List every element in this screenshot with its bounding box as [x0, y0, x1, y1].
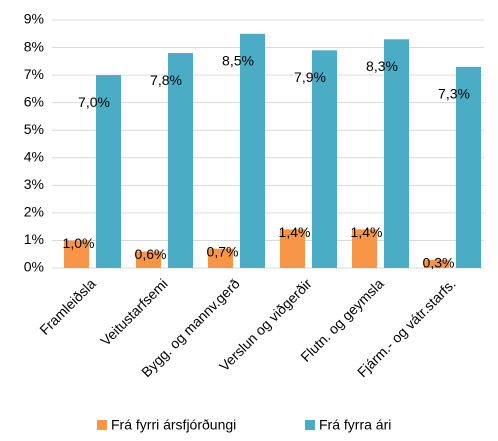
bar: [136, 251, 161, 268]
bar: [96, 75, 121, 268]
legend-label: Frá fyrra ári: [319, 417, 391, 433]
y-tick-label: 5%: [24, 121, 44, 137]
data-label: 1,4%: [351, 224, 383, 240]
bar: [424, 259, 449, 268]
data-label: 0,3%: [423, 254, 455, 270]
y-tick-label: 4%: [24, 148, 44, 164]
bar: [208, 248, 233, 268]
y-tick-label: 0%: [24, 259, 44, 275]
bar: [384, 39, 409, 269]
y-tick-label: 3%: [24, 176, 44, 192]
legend-swatch: [305, 420, 315, 430]
bar: [280, 229, 305, 268]
y-tick-label: 2%: [24, 204, 44, 220]
data-label: 7,0%: [78, 94, 110, 110]
data-label: 7,9%: [294, 69, 326, 85]
data-label: 1,0%: [63, 235, 95, 251]
y-tick-label: 1%: [24, 231, 44, 247]
bar: [312, 50, 337, 268]
data-label: 0,6%: [135, 246, 167, 262]
bar: [352, 229, 377, 268]
data-label: 1,4%: [279, 224, 311, 240]
bar: [456, 66, 481, 268]
legend-swatch: [97, 420, 107, 430]
data-label: 7,3%: [438, 86, 470, 102]
y-tick-label: 6%: [24, 93, 44, 109]
legend-label: Frá fyrri ársfjórðungi: [111, 417, 236, 433]
bar: [240, 33, 265, 269]
data-label: 8,5%: [222, 52, 254, 68]
data-label: 0,7%: [207, 243, 239, 259]
bar: [168, 53, 193, 268]
x-tick-label: Veitustarfsemi: [97, 275, 170, 348]
bar: [64, 240, 89, 268]
data-label: 8,3%: [366, 58, 398, 74]
x-tick-label: Framleiðsla: [36, 275, 99, 338]
y-tick-label: 8%: [24, 38, 44, 54]
y-tick-label: 7%: [24, 66, 44, 82]
data-label: 7,8%: [150, 72, 182, 88]
y-tick-label: 9%: [24, 11, 44, 27]
